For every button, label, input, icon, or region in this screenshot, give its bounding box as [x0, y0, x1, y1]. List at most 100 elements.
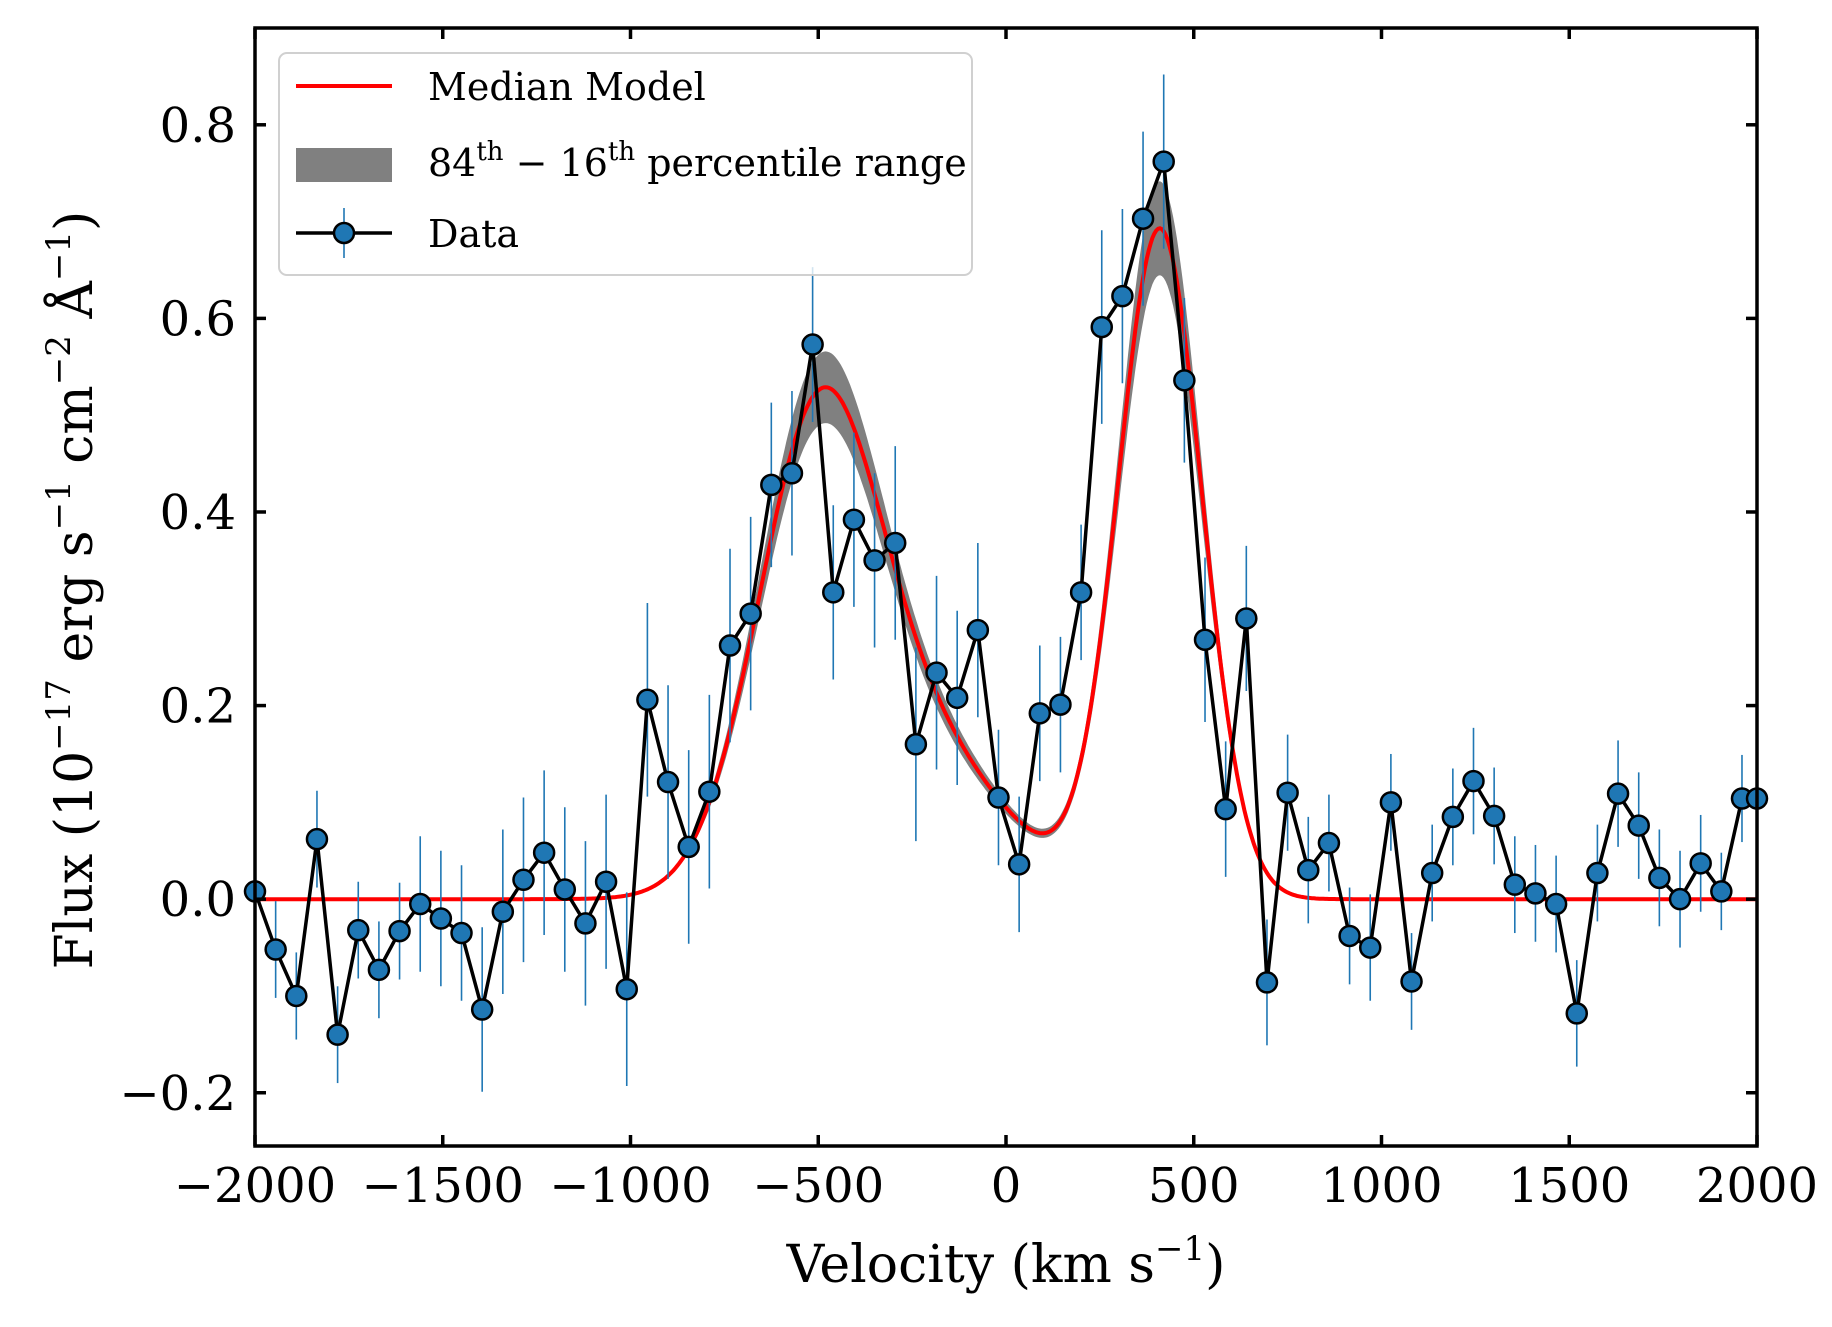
- data-point: [1627, 814, 1650, 837]
- data-point: [904, 733, 928, 756]
- data-point: [1173, 369, 1196, 392]
- data-point: [388, 919, 411, 943]
- data-point: [1193, 628, 1217, 652]
- data-point: [1049, 693, 1072, 716]
- data-point: [925, 661, 948, 684]
- data-point: [636, 688, 659, 712]
- x-tick-label: 0: [991, 1158, 1022, 1214]
- data-point: [987, 786, 1010, 809]
- data-point: [470, 998, 494, 1021]
- data-point: [512, 868, 535, 892]
- data-point: [1214, 797, 1237, 821]
- x-tick-label: 1500: [1508, 1158, 1630, 1214]
- data-point: [1358, 936, 1382, 959]
- data-point: [966, 618, 990, 642]
- data-point: [1028, 702, 1052, 725]
- data-point: [1379, 791, 1403, 814]
- data-point: [1420, 861, 1444, 885]
- plot-area: [255, 181, 1757, 902]
- data-point: [1565, 1002, 1589, 1025]
- data-point: [367, 958, 391, 982]
- data-point: [326, 1023, 349, 1046]
- data-point: [450, 921, 473, 945]
- data-point: [1317, 831, 1341, 855]
- y-tick-label: 0.8: [160, 98, 236, 154]
- data-point: [1710, 880, 1733, 903]
- data-point: [408, 892, 432, 916]
- y-axis-label: Flux (10−17 erg s−1 cm−2 Å−1): [39, 211, 105, 970]
- legend: Median Model 84th − 16th percentile rang…: [278, 52, 973, 276]
- y-tick-label: 0.4: [160, 485, 236, 541]
- data-point: [883, 531, 907, 555]
- y-tick-label: 0.6: [160, 291, 236, 347]
- x-tick-label: −500: [752, 1158, 884, 1214]
- data-point: [285, 984, 308, 1008]
- data-point: [1152, 150, 1175, 173]
- axis-ticks: −2000 −1500 −1000 −500 0 500 1000 1500 2000 −0.2 0…: [119, 28, 1818, 1214]
- legend-median-model-label: Median Model: [428, 65, 706, 109]
- y-tick-label: 0.0: [160, 872, 236, 928]
- data-point: [574, 912, 597, 935]
- data-point: [491, 900, 515, 924]
- data-point: [1524, 882, 1547, 905]
- median-model-line: [255, 226, 1757, 902]
- data-series: [243, 74, 1769, 1092]
- data-point: [1235, 607, 1258, 630]
- legend-percentile-swatch: [296, 148, 392, 182]
- data-point: [656, 770, 680, 794]
- x-tick-label: 2000: [1696, 1158, 1818, 1214]
- data-point: [842, 508, 866, 531]
- data-point: [1007, 853, 1031, 876]
- data-point: [677, 835, 700, 859]
- data-point: [347, 918, 370, 942]
- data-point: [532, 841, 556, 864]
- data-point: [1441, 805, 1465, 829]
- data-point: [1069, 581, 1093, 604]
- data-point: [1090, 315, 1114, 339]
- data-point: [822, 581, 845, 604]
- data-point: [780, 462, 804, 485]
- x-tick-label: 500: [1148, 1158, 1240, 1214]
- data-point: [1400, 970, 1423, 993]
- data-point: [1606, 782, 1630, 805]
- data-point: [1586, 861, 1609, 885]
- x-tick-label: −2000: [174, 1158, 336, 1214]
- legend-percentile-label: 84th − 16th percentile range: [428, 137, 967, 185]
- data-point: [1462, 769, 1485, 793]
- data-point: [553, 878, 577, 901]
- data-point: [1668, 887, 1692, 911]
- data-point: [1648, 866, 1671, 890]
- data-point: [305, 827, 329, 851]
- y-tick-label: 0.2: [160, 679, 236, 735]
- data-point: [801, 333, 824, 356]
- x-tick-label: −1500: [362, 1158, 524, 1214]
- legend-data-swatch-marker: [332, 221, 356, 245]
- data-point: [698, 780, 721, 803]
- x-tick-label: −1000: [549, 1158, 711, 1214]
- data-point: [718, 634, 742, 657]
- x-tick-label: 1000: [1320, 1158, 1442, 1214]
- data-point: [1338, 924, 1361, 948]
- data-point: [863, 549, 886, 572]
- data-point: [429, 907, 453, 930]
- data-point: [1503, 873, 1527, 896]
- data-point: [945, 686, 969, 710]
- data-point: [1111, 284, 1134, 308]
- data-point: [1482, 804, 1506, 828]
- data-point: [760, 473, 783, 497]
- data-point: [1276, 781, 1299, 804]
- x-axis-label: Velocity (km s−1): [786, 1229, 1226, 1295]
- data-point: [1131, 207, 1155, 230]
- data-point: [615, 977, 638, 1001]
- y-tick-label: −0.2: [119, 1066, 236, 1122]
- data-point: [1544, 892, 1568, 916]
- data-point: [264, 938, 287, 961]
- data-point: [739, 602, 762, 625]
- data-point: [1689, 852, 1712, 875]
- data-point: [1255, 971, 1279, 994]
- legend-data-label: Data: [428, 212, 519, 256]
- data-point: [594, 870, 618, 893]
- legend-box: [278, 52, 973, 276]
- data-point: [1297, 858, 1320, 882]
